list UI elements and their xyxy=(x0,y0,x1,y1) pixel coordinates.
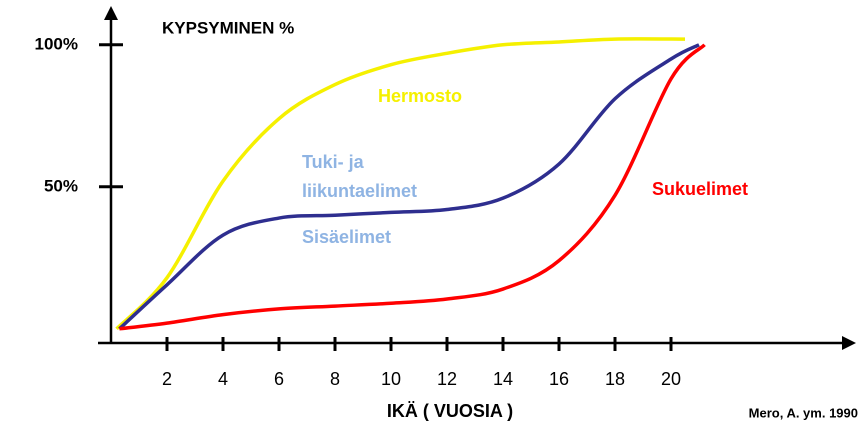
x-axis-arrow xyxy=(842,336,856,350)
y-tick-label: 50% xyxy=(44,176,78,195)
annotation: Sisäelimet xyxy=(302,227,391,247)
annotation: Sukuelimet xyxy=(652,179,748,199)
line xyxy=(119,43,706,331)
x-tick-label: 2 xyxy=(162,369,172,389)
chart-title: KYPSYMINEN % xyxy=(162,18,294,37)
x-tick-label: 14 xyxy=(493,369,513,389)
y-tick-label: 100% xyxy=(35,34,78,53)
source: Mero, A. ym. 1990 xyxy=(749,405,858,420)
x-tick-label: 18 xyxy=(605,369,625,389)
annotation: liikuntaelimet xyxy=(302,181,417,201)
annotation: Hermosto xyxy=(378,86,462,106)
y-axis-arrow xyxy=(104,6,118,20)
x-tick-label: 4 xyxy=(218,369,228,389)
line xyxy=(118,43,700,331)
x-tick-label: 12 xyxy=(437,369,457,389)
x-tick-label: 20 xyxy=(661,369,681,389)
x-tick-label: 8 xyxy=(330,369,340,389)
x-axis-label: IKÄ ( VUOSIA ) xyxy=(387,401,513,421)
annotation: Tuki- ja xyxy=(302,152,365,172)
x-tick-label: 6 xyxy=(274,369,284,389)
x-tick-label: 16 xyxy=(549,369,569,389)
line xyxy=(115,37,686,331)
x-tick-label: 10 xyxy=(381,369,401,389)
